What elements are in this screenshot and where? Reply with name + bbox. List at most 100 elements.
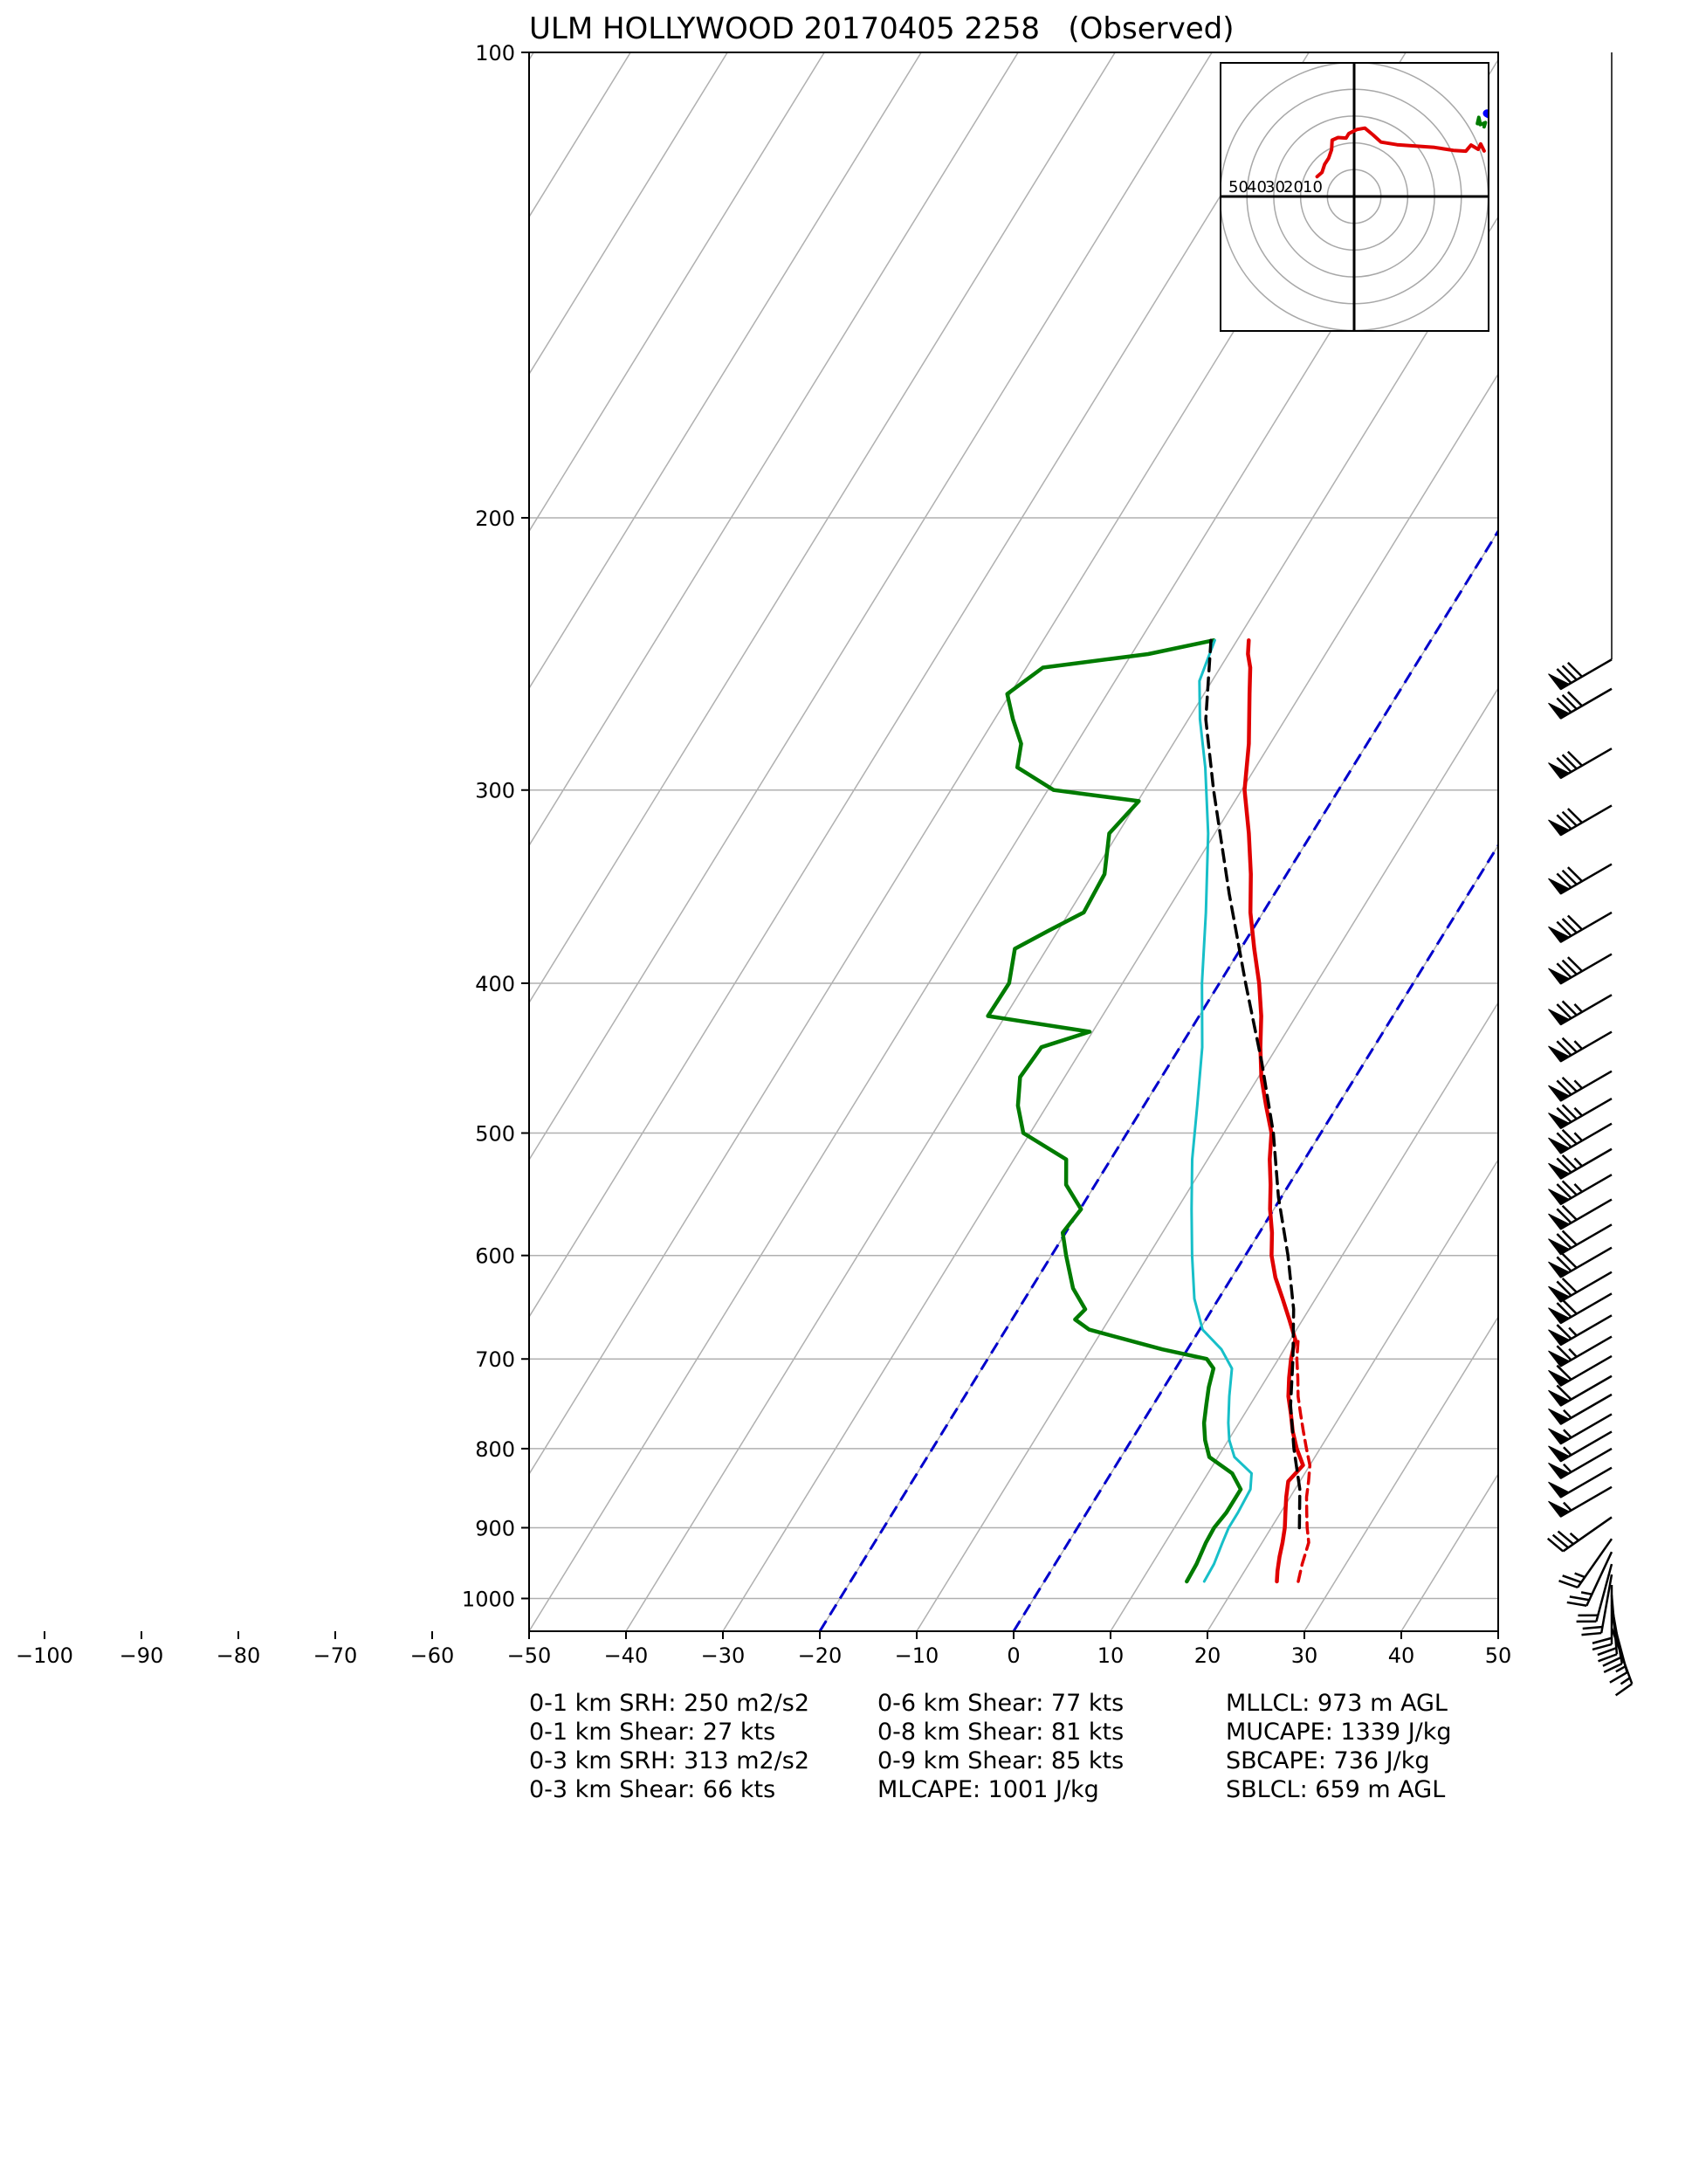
wind-barb-15 xyxy=(1548,1223,1613,1256)
barb-half xyxy=(1563,1409,1572,1419)
y-tick-label-200: 200 xyxy=(475,506,515,531)
barb-full xyxy=(1551,1533,1569,1549)
barb-full xyxy=(1556,1302,1572,1318)
isotherm--110 xyxy=(529,52,922,690)
y-tick-label-700: 700 xyxy=(475,1347,515,1372)
y-tick-label-100: 100 xyxy=(475,41,515,65)
x-tick-label--30: −30 xyxy=(701,1643,746,1668)
barb-pennant xyxy=(1548,926,1571,943)
barb-full xyxy=(1614,1683,1633,1697)
x-tick-label-10: 10 xyxy=(1097,1643,1125,1668)
wind-barb-31 xyxy=(1566,1551,1613,1608)
stat-shear-0-1km: 0-1 km Shear: 27 kts xyxy=(529,1719,776,1746)
wind-barb-19 xyxy=(1548,1314,1613,1347)
wind-barb-9 xyxy=(1548,1070,1613,1102)
barb-pennant xyxy=(1548,1238,1571,1255)
hodograph-ring-label-50: 50 xyxy=(1228,178,1248,196)
barb-half xyxy=(1573,1157,1583,1168)
barb-full xyxy=(1566,956,1583,973)
barb-shaft xyxy=(1562,1516,1613,1553)
hodograph-ring-label-40: 40 xyxy=(1247,178,1267,196)
isotherm--70 xyxy=(529,52,1310,1319)
barb-pennant xyxy=(1548,1462,1571,1479)
barb-full xyxy=(1597,1647,1617,1657)
barb-full xyxy=(1592,1643,1613,1651)
isotherm-highlight--20 xyxy=(818,528,1498,1631)
barb-full xyxy=(1561,1299,1578,1315)
isotherm--100 xyxy=(529,52,1019,847)
barb-half xyxy=(1620,1677,1631,1685)
barb-pennant xyxy=(1548,1481,1571,1498)
barb-full xyxy=(1561,1277,1578,1293)
y-tick-label-1000: 1000 xyxy=(462,1587,515,1611)
barb-full xyxy=(1566,661,1583,678)
isotherm--150 xyxy=(529,52,534,61)
chart-title: ULM HOLLYWOOD 20170405 2258 (Observed) xyxy=(529,11,1234,46)
barb-pennant xyxy=(1548,1500,1571,1518)
y-tick-label-600: 600 xyxy=(475,1244,515,1269)
isotherm-10 xyxy=(1110,1001,1498,1631)
barb-full xyxy=(1556,1208,1572,1224)
wind-barb-29 xyxy=(1546,1516,1613,1553)
barb-half xyxy=(1615,1665,1627,1673)
barb-full xyxy=(1561,869,1578,885)
barb-full xyxy=(1556,1324,1572,1340)
barb-shaft xyxy=(1586,1551,1613,1607)
barb-half xyxy=(1573,1132,1583,1142)
y-tick-label-400: 400 xyxy=(475,972,515,996)
x-tick-label-0: 0 xyxy=(1007,1643,1020,1668)
barb-full xyxy=(1581,1631,1602,1636)
barb-full xyxy=(1556,1345,1572,1361)
stat-sblcl: SBLCL: 659 m AGL xyxy=(1226,1776,1446,1803)
wind-barb-8 xyxy=(1548,1030,1613,1063)
barb-half xyxy=(1563,1501,1572,1512)
barb-half xyxy=(1568,1347,1578,1358)
y-tick-label-300: 300 xyxy=(475,779,515,803)
barb-half xyxy=(1569,1532,1579,1541)
barb-full xyxy=(1561,1000,1578,1016)
barb-half xyxy=(1580,1591,1592,1595)
barb-half xyxy=(1563,1429,1572,1439)
isotherm-highlight-0 xyxy=(1012,843,1498,1631)
isotherm--90 xyxy=(529,52,1116,1004)
barb-pennant xyxy=(1548,1428,1571,1445)
barb-full xyxy=(1557,1530,1574,1546)
wind-barb-21 xyxy=(1548,1354,1613,1388)
barb-full xyxy=(1561,1230,1578,1246)
barb-full xyxy=(1556,814,1572,830)
barb-full xyxy=(1556,668,1572,684)
wind-barb-18 xyxy=(1548,1292,1613,1325)
wind-barb-32 xyxy=(1576,1563,1613,1623)
stat-shear-0-9km: 0-9 km Shear: 85 kts xyxy=(877,1747,1125,1774)
x-tick-label--100: −100 xyxy=(16,1643,73,1668)
barb-full xyxy=(1561,694,1578,710)
barb-full xyxy=(1561,959,1578,975)
barb-full xyxy=(1556,1384,1572,1401)
stat-mucape: MUCAPE: 1339 J/kg xyxy=(1226,1719,1452,1746)
wind-barb-17 xyxy=(1548,1271,1613,1303)
barb-full xyxy=(1556,1079,1572,1096)
barb-pennant xyxy=(1548,1350,1571,1368)
wind-barb-38 xyxy=(1610,1627,1634,1697)
x-tick-label--20: −20 xyxy=(798,1643,843,1668)
barb-pennant xyxy=(1548,702,1571,720)
hodograph-trace-red xyxy=(1315,126,1486,179)
wind-barb-16 xyxy=(1548,1246,1613,1278)
wind-barb-4 xyxy=(1548,863,1613,895)
barb-full xyxy=(1561,665,1578,681)
barb-full xyxy=(1558,1580,1579,1589)
hodograph-ring-label-20: 20 xyxy=(1283,178,1303,196)
barb-half xyxy=(1573,1003,1583,1013)
hodograph-trace-green xyxy=(1475,115,1488,129)
barb-full xyxy=(1609,1671,1628,1684)
isotherm-30 xyxy=(1303,1315,1498,1631)
barb-full xyxy=(1546,1537,1565,1553)
barb-full xyxy=(1556,1132,1572,1148)
barb-pennant xyxy=(1548,1445,1571,1463)
barb-full xyxy=(1602,1656,1622,1667)
x-tick-label-50: 50 xyxy=(1485,1643,1512,1668)
stat-srh-0-3km: 0-3 km SRH: 313 m2/s2 xyxy=(529,1747,810,1774)
x-tick-label--10: −10 xyxy=(895,1643,939,1668)
barb-full xyxy=(1566,1601,1587,1608)
